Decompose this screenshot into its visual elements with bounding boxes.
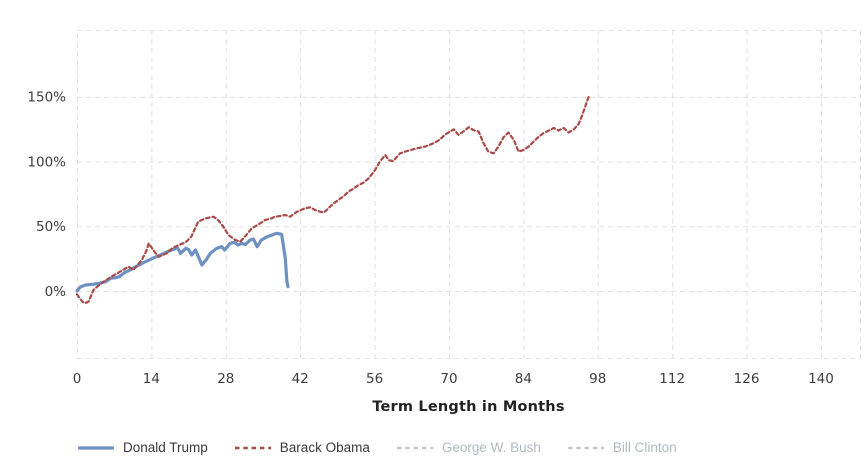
legend-label: Bill Clinton (612, 440, 677, 455)
x-axis-title: Term Length in Months (372, 399, 565, 415)
legend: Donald Trump Barack Obama George W. Bush… (77, 440, 703, 455)
legend-marker-icon (78, 445, 114, 450)
donald-trump-line (75, 231, 290, 293)
bush-line-swatch (396, 441, 434, 455)
clinton-line-swatch (567, 441, 605, 455)
trump-line-swatch (77, 441, 115, 455)
barack-obama-line (75, 95, 590, 305)
legend-item-george-w-bush[interactable]: George W. Bush (396, 440, 541, 455)
y-tick-label: 100% (27, 154, 66, 170)
legend-item-barack-obama[interactable]: Barack Obama (234, 440, 370, 455)
obama-line-swatch (234, 441, 272, 455)
legend-marker-icon (234, 446, 271, 449)
legend-label: Barack Obama (279, 440, 370, 455)
x-tick-label: 98 (589, 371, 606, 387)
x-tick-label: 56 (366, 371, 383, 387)
line-chart-plot: 0 14 28 42 56 70 84 98 112 126 140 0% 50% 100% 150% (27, 30, 861, 387)
legend-label: Donald Trump (123, 440, 208, 455)
legend-item-bill-clinton[interactable]: Bill Clinton (567, 440, 677, 455)
plot-border (77, 30, 861, 359)
x-tick-label: 14 (143, 371, 160, 387)
x-tick-label: 42 (292, 371, 309, 387)
y-tick-label: 150% (27, 90, 66, 106)
x-tick-label: 84 (515, 371, 532, 387)
y-tick-label: 0% (45, 284, 67, 300)
x-tick-label: 0 (73, 371, 82, 387)
x-tick-label: 140 (808, 371, 834, 387)
legend-marker-icon (396, 446, 433, 449)
x-tick-label: 70 (440, 371, 457, 387)
legend-label: George W. Bush (441, 440, 541, 455)
x-tick-label: 112 (659, 371, 685, 387)
legend-item-donald-trump[interactable]: Donald Trump (77, 440, 208, 455)
legend-marker-icon (567, 446, 604, 449)
x-tick-label: 126 (734, 371, 760, 387)
x-tick-label: 28 (217, 371, 234, 387)
y-tick-label: 50% (36, 219, 66, 235)
